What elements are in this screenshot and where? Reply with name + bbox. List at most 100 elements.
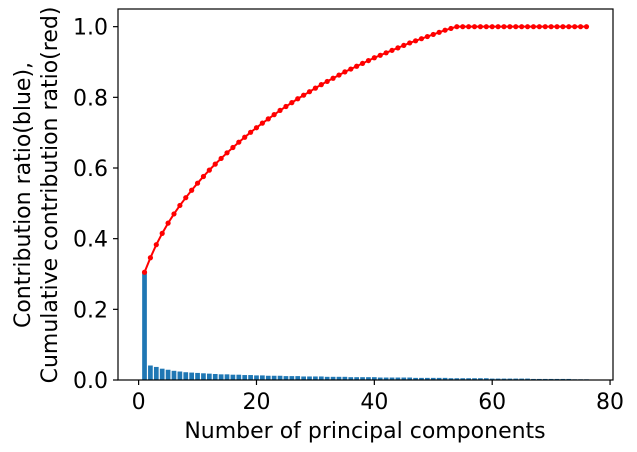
bar-26: [289, 376, 295, 380]
bar-66: [525, 378, 530, 380]
cumulative-point-52: [442, 27, 448, 33]
cumulative-point-31: [318, 82, 324, 88]
bar-2: [148, 365, 153, 380]
cumulative-point-53: [448, 25, 454, 32]
bar-53: [448, 378, 454, 380]
cumulative-point-70: [548, 24, 554, 30]
bar-47: [413, 377, 418, 380]
cumulative-point-17: [236, 139, 242, 145]
cumulative-point-11: [200, 173, 207, 180]
cumulative-point-43: [389, 47, 395, 53]
bar-24: [277, 375, 283, 380]
bar-56: [466, 378, 471, 380]
cumulative-point-46: [407, 40, 413, 46]
cumulative-point-75: [577, 24, 584, 30]
cumulative-point-4: [159, 230, 165, 236]
cumulative-point-34: [336, 72, 342, 78]
bar-23: [271, 375, 277, 380]
bar-33: [330, 376, 336, 380]
cumulative-point-27: [295, 96, 301, 102]
cumulative-line: [143, 25, 587, 273]
cumulative-point-42: [383, 50, 389, 56]
bar-65: [519, 378, 525, 380]
bar-32: [324, 376, 330, 380]
bar-43: [389, 377, 395, 380]
cumulative-point-41: [377, 52, 383, 58]
cumulative-point-7: [177, 202, 183, 209]
bar-48: [419, 377, 424, 380]
bar-39: [366, 377, 371, 380]
bar-20: [254, 375, 259, 380]
bar-10: [195, 372, 200, 380]
y-tick-label: 0.8: [73, 86, 108, 111]
cumulative-point-29: [306, 89, 313, 95]
cumulative-point-24: [277, 107, 283, 114]
cumulative-point-60: [489, 24, 495, 30]
bar-42: [383, 377, 389, 380]
x-tick-label: 0: [132, 390, 146, 415]
plot-frame: [117, 8, 614, 381]
cumulative-point-76: [583, 24, 590, 30]
cumulative-point-13: [212, 161, 218, 167]
bar-4: [159, 368, 165, 380]
bar-50: [430, 377, 436, 380]
cumulative-point-33: [330, 75, 336, 81]
bar-1: [142, 272, 147, 380]
cumulative-point-40: [371, 55, 377, 61]
bar-27: [295, 376, 301, 380]
cumulative-point-37: [354, 63, 360, 69]
cumulative-point-12: [206, 167, 212, 173]
cumulative-point-16: [230, 144, 236, 151]
bar-51: [436, 377, 442, 380]
bar-45: [401, 377, 407, 380]
cumulative-point-36: [348, 66, 354, 72]
bar-38: [360, 377, 365, 380]
cumulative-point-45: [401, 42, 407, 48]
cumulative-point-19: [247, 129, 254, 135]
cumulative-point-63: [507, 24, 513, 30]
cumulative-point-6: [171, 211, 177, 217]
bar-29: [307, 376, 312, 380]
cumulative-point-35: [342, 69, 348, 75]
x-axis-ticks: 0 20 40 60 80: [132, 380, 624, 415]
cumulative-point-67: [530, 24, 537, 30]
cumulative-point-32: [324, 78, 330, 85]
x-tick-label: 40: [360, 390, 388, 415]
bar-28: [301, 376, 306, 380]
cumulative-point-55: [460, 24, 466, 30]
bar-22: [265, 375, 271, 380]
cumulative-point-59: [483, 24, 489, 30]
bar-21: [260, 375, 265, 380]
cumulative-point-18: [242, 134, 248, 140]
cumulative-point-61: [495, 24, 501, 30]
cumulative-point-54: [454, 24, 460, 30]
bar-36: [348, 377, 354, 380]
bar-55: [460, 378, 466, 380]
cumulative-point-39: [365, 57, 372, 64]
bar-31: [318, 376, 324, 380]
bar-40: [371, 377, 377, 380]
bar-49: [425, 377, 430, 380]
bar-13: [212, 373, 218, 380]
bar-8: [183, 372, 189, 380]
y-tick-label: 0.2: [73, 298, 108, 323]
bar-60: [489, 378, 495, 380]
bar-44: [395, 377, 401, 380]
y-axis-label-line-1: Contribution ratio(blue),: [11, 62, 36, 328]
bar-15: [224, 374, 230, 380]
x-tick-label: 80: [596, 390, 624, 415]
bar-59: [483, 378, 489, 380]
cumulative-point-64: [513, 24, 519, 30]
bar-11: [201, 373, 206, 380]
bar-57: [472, 378, 477, 380]
bar-3: [153, 366, 159, 380]
bar-52: [442, 377, 448, 380]
cumulative-point-73: [566, 24, 572, 30]
cumulative-point-2: [147, 255, 154, 261]
cumulative-point-5: [165, 220, 171, 226]
bar-17: [236, 374, 242, 380]
cumulative-point-9: [189, 187, 195, 193]
cumulative-point-26: [289, 100, 295, 106]
